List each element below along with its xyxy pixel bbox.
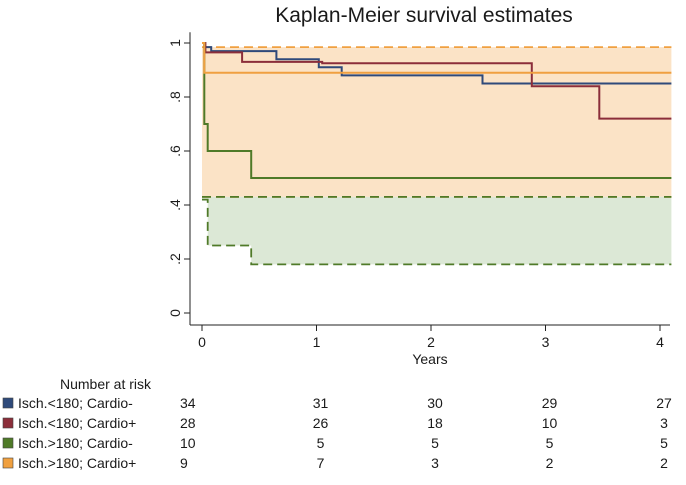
axes: 0 .2 .4 .6 .8 1 0 1 2 3 4 (167, 32, 670, 350)
chart-title: Kaplan-Meier survival estimates (275, 4, 573, 27)
risk-count: 30 (427, 395, 443, 411)
confidence-bands (202, 46, 672, 266)
y-tick-label: .4 (167, 199, 183, 211)
risk-count: 2 (546, 455, 554, 471)
survival-curve-1 (202, 42, 672, 85)
y-tick-label: .2 (167, 253, 183, 265)
risk-row-label: Isch.>180; Cardio- (18, 435, 133, 451)
x-tick-label: 1 (313, 334, 321, 350)
risk-count: 10 (180, 435, 196, 451)
y-tick-label: .6 (167, 145, 183, 157)
risk-legend-swatch (2, 417, 14, 429)
risk-count: 31 (313, 395, 329, 411)
survival-curves (202, 42, 672, 179)
risk-count: 5 (431, 435, 439, 451)
risk-count: 27 (656, 395, 672, 411)
risk-count: 28 (180, 415, 196, 431)
x-tick-label: 4 (656, 334, 664, 350)
risk-legend-swatch (2, 457, 14, 469)
risk-count: 5 (546, 435, 554, 451)
risk-row-label: Isch.>180; Cardio+ (18, 455, 136, 471)
risk-count: 18 (427, 415, 443, 431)
ci-lower-line-2 (202, 198, 672, 266)
ci-band-fill-1 (202, 47, 672, 197)
x-tick-label: 3 (542, 334, 550, 350)
risk-count: 7 (317, 455, 325, 471)
y-tick-label: 0 (167, 309, 183, 317)
ci-band-fill-2 (202, 196, 672, 265)
risk-legend-swatch (2, 397, 14, 409)
risk-count: 10 (542, 415, 558, 431)
x-tick-label: 2 (427, 334, 435, 350)
risk-count: 5 (317, 435, 325, 451)
risk-count: 29 (542, 395, 558, 411)
risk-row-label: Isch.<180; Cardio- (18, 395, 133, 411)
risk-count: 26 (313, 415, 329, 431)
risk-count: 3 (431, 455, 439, 471)
risk-legend-swatch (2, 437, 14, 449)
risk-count: 34 (180, 395, 196, 411)
x-tick-label: 0 (198, 334, 206, 350)
y-tick-label: 1 (167, 39, 183, 47)
risk-row-label: Isch.<180; Cardio+ (18, 415, 136, 431)
risk-table-title: Number at risk (60, 376, 152, 392)
risk-count: 2 (660, 455, 668, 471)
y-tick-label: .8 (167, 91, 183, 103)
risk-count: 3 (660, 415, 668, 431)
survival-curve-4 (202, 42, 672, 74)
risk-count: 5 (660, 435, 668, 451)
risk-count: 9 (180, 455, 188, 471)
x-axis-label: Years (412, 351, 447, 367)
survival-curve-2 (202, 42, 672, 120)
